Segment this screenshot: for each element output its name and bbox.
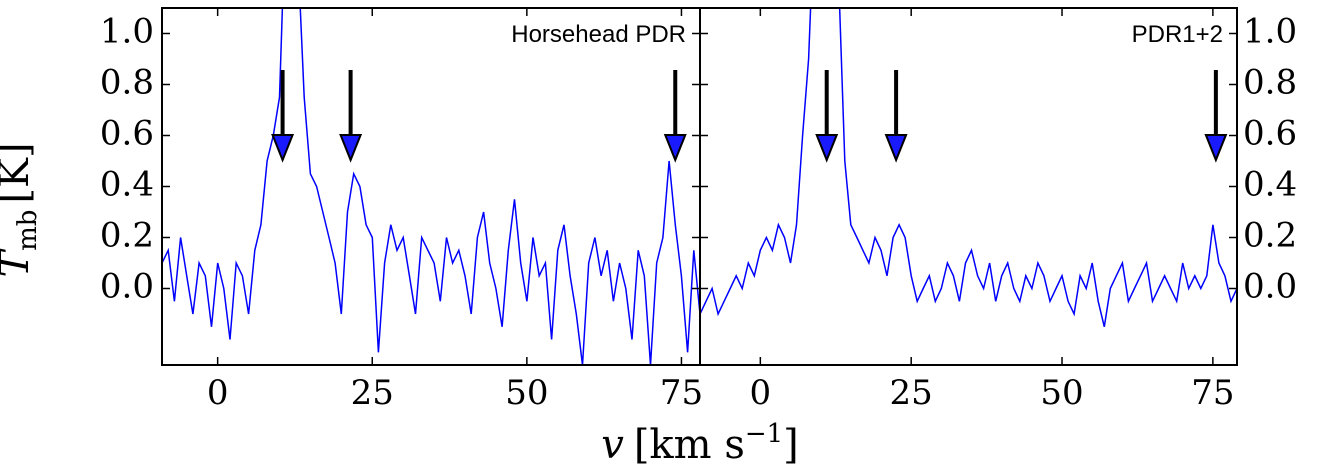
y-axis-label: Tmb [K] <box>0 142 43 277</box>
x-tick-label: 25 <box>351 373 394 413</box>
arrow <box>1204 70 1228 163</box>
arrow-head <box>1204 134 1228 163</box>
x-tick-label: 25 <box>890 373 933 413</box>
y-tick-label: 0.2 <box>1243 216 1297 256</box>
arrow <box>884 70 908 163</box>
x-label-sup: −1 <box>745 419 783 449</box>
y-tick-label: 0.6 <box>1243 114 1297 154</box>
y-label-unit: [K] <box>0 142 38 203</box>
y-tick-label: 0.6 <box>100 114 154 154</box>
x-tick-label: 50 <box>505 373 548 413</box>
x-label-main: v <box>601 422 624 468</box>
arrow <box>271 70 295 163</box>
spectrum-line <box>162 8 700 365</box>
x-tick-label: 0 <box>207 373 229 413</box>
y-tick-label: 1.0 <box>1243 12 1297 52</box>
y-tick-label: 0.0 <box>1243 267 1297 307</box>
arrow-head <box>663 134 687 163</box>
x-tick-label: 75 <box>660 373 703 413</box>
y-tick-label: 0.2 <box>100 216 154 256</box>
y-label-sub: mb <box>13 210 43 251</box>
arrow-head <box>815 134 839 163</box>
x-tick-label: 50 <box>1040 373 1083 413</box>
y-tick-label: 1.0 <box>100 12 154 52</box>
x-label-unit: [km s <box>634 422 745 468</box>
arrow <box>339 70 363 163</box>
plot-frame <box>161 7 701 366</box>
y-tick-label: 0.8 <box>1243 63 1297 103</box>
y-tick-label: 0.4 <box>100 165 154 205</box>
y-tick-label: 0.8 <box>100 63 154 103</box>
y-label-main: T <box>0 248 38 278</box>
y-tick-label: 0.0 <box>100 267 154 307</box>
arrow-head <box>884 134 908 163</box>
y-tick-label: 0.4 <box>1243 165 1297 205</box>
x-tick-label: 0 <box>750 373 772 413</box>
spectrum-line <box>700 8 1237 327</box>
plot-frame <box>699 7 1238 366</box>
x-axis-label: v [km s−1] <box>601 419 799 468</box>
x-tick-label: 75 <box>1191 373 1234 413</box>
x-label-end: ] <box>783 422 799 468</box>
arrow <box>815 70 839 163</box>
panel-title: Horsehead PDR <box>511 21 686 48</box>
panel-title: PDR1+2 <box>1132 21 1223 48</box>
arrow-head <box>339 134 363 163</box>
arrow <box>663 70 687 163</box>
arrow-head <box>271 134 295 163</box>
